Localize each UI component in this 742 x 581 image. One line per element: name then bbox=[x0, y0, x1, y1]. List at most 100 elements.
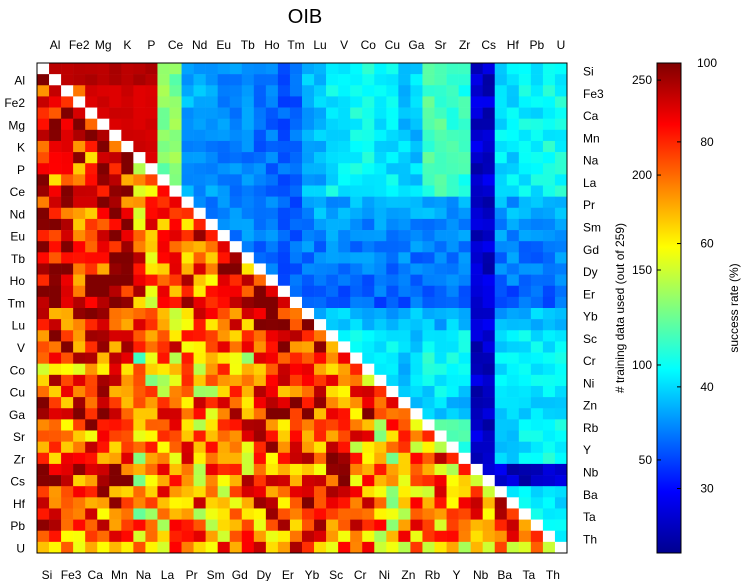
heatmap-cell bbox=[37, 118, 50, 131]
heatmap-cell bbox=[302, 508, 315, 520]
heatmap-cell bbox=[506, 530, 520, 543]
heatmap-cell bbox=[530, 475, 544, 487]
heatmap-cell bbox=[37, 163, 50, 175]
heatmap-cell bbox=[506, 241, 520, 253]
heatmap-cell bbox=[253, 230, 267, 242]
heatmap-cell bbox=[109, 263, 122, 275]
heatmap-cell bbox=[422, 230, 435, 242]
heatmap-cell bbox=[181, 129, 194, 142]
heatmap-cell bbox=[542, 408, 556, 420]
heatmap-cell bbox=[241, 218, 255, 231]
heatmap-cell bbox=[506, 408, 520, 420]
heatmap-cell bbox=[265, 74, 279, 86]
heatmap-cell bbox=[145, 163, 158, 175]
right-tick-zn: Zn bbox=[583, 399, 597, 413]
heatmap-cell bbox=[97, 274, 110, 287]
heatmap-cell bbox=[85, 319, 98, 331]
heatmap-cell bbox=[410, 397, 423, 409]
heatmap-cell bbox=[434, 519, 447, 532]
heatmap-cell bbox=[61, 330, 74, 342]
heatmap-cell bbox=[542, 441, 556, 454]
heatmap-cell bbox=[338, 541, 351, 554]
heatmap-cell bbox=[470, 441, 483, 454]
heatmap-cell bbox=[302, 486, 315, 498]
heatmap-cell bbox=[253, 285, 267, 298]
heatmap-cell bbox=[121, 207, 134, 220]
heatmap-cell bbox=[121, 441, 134, 454]
heatmap-cell bbox=[73, 441, 86, 454]
heatmap-cell bbox=[85, 441, 98, 454]
heatmap-cell bbox=[241, 74, 255, 86]
heatmap-cell bbox=[362, 441, 375, 454]
heatmap-cell bbox=[109, 530, 122, 543]
heatmap-cell bbox=[205, 519, 218, 532]
heatmap-cell bbox=[518, 129, 532, 142]
heatmap-cell bbox=[145, 63, 158, 75]
heatmap-cell bbox=[410, 274, 423, 287]
heatmap-cell bbox=[530, 519, 544, 532]
heatmap-cell bbox=[157, 129, 170, 142]
heatmap-cell bbox=[434, 152, 447, 164]
heatmap-cell bbox=[217, 397, 231, 409]
top-tick-sr: Sr bbox=[435, 38, 447, 52]
heatmap-cell bbox=[181, 441, 194, 454]
heatmap-cell bbox=[338, 341, 351, 353]
heatmap-cell bbox=[302, 341, 315, 353]
heatmap-cell bbox=[277, 196, 291, 209]
heatmap-cell bbox=[350, 207, 363, 220]
heatmap-cell bbox=[229, 497, 243, 509]
heatmap-cell bbox=[338, 218, 351, 231]
heatmap-cell bbox=[386, 196, 399, 209]
heatmap-cell bbox=[314, 129, 327, 142]
heatmap-cell bbox=[362, 174, 375, 186]
heatmap-cell bbox=[253, 308, 267, 320]
heatmap-cell bbox=[518, 85, 532, 97]
heatmap-cell bbox=[37, 230, 50, 242]
heatmap-cell bbox=[542, 152, 556, 164]
heatmap-cell bbox=[326, 241, 339, 253]
heatmap-cell bbox=[265, 152, 279, 164]
heatmap-cell bbox=[193, 107, 206, 119]
heatmap-cell bbox=[289, 519, 303, 532]
heatmap-cell bbox=[73, 319, 86, 331]
heatmap-cell bbox=[350, 274, 363, 287]
heatmap-cell bbox=[121, 218, 134, 231]
heatmap-cell bbox=[506, 74, 520, 86]
heatmap-cell bbox=[398, 408, 411, 420]
heatmap-cell bbox=[542, 541, 556, 554]
heatmap-cell bbox=[374, 475, 387, 487]
heatmap-cell bbox=[470, 363, 483, 376]
heatmap-cell bbox=[265, 230, 279, 242]
heatmap-cell bbox=[73, 241, 86, 253]
heatmap-cell bbox=[470, 397, 483, 409]
heatmap-cell bbox=[289, 408, 303, 420]
heatmap-cell bbox=[302, 263, 315, 275]
heatmap-cell bbox=[217, 174, 231, 186]
heatmap-cell bbox=[326, 107, 339, 119]
heatmap-cell bbox=[169, 285, 182, 298]
heatmap-cell bbox=[169, 330, 182, 342]
heatmap-cell bbox=[518, 341, 532, 353]
heatmap-cell bbox=[410, 497, 423, 509]
heatmap-cell bbox=[518, 519, 532, 532]
heatmap-cell bbox=[458, 263, 471, 275]
heatmap-cell bbox=[470, 85, 483, 97]
heatmap-cell bbox=[169, 308, 182, 320]
heatmap-cell bbox=[289, 374, 303, 387]
heatmap-cell bbox=[289, 385, 303, 398]
heatmap-cell bbox=[350, 452, 363, 465]
heatmap-cell bbox=[181, 463, 194, 476]
heatmap-cell bbox=[229, 118, 243, 131]
heatmap-cell bbox=[446, 63, 459, 75]
heatmap-cell bbox=[350, 374, 363, 387]
heatmap-cell bbox=[73, 341, 86, 353]
heatmap-cell bbox=[494, 352, 508, 364]
heatmap-cell bbox=[554, 385, 568, 398]
bottom-tick-gd: Gd bbox=[232, 568, 248, 581]
heatmap-cell bbox=[169, 163, 182, 175]
heatmap-cell bbox=[205, 129, 218, 142]
bottom-tick-pr: Pr bbox=[186, 568, 198, 581]
heatmap-cell bbox=[109, 152, 122, 164]
heatmap-cell bbox=[181, 118, 194, 131]
heatmap-cell bbox=[506, 319, 520, 331]
